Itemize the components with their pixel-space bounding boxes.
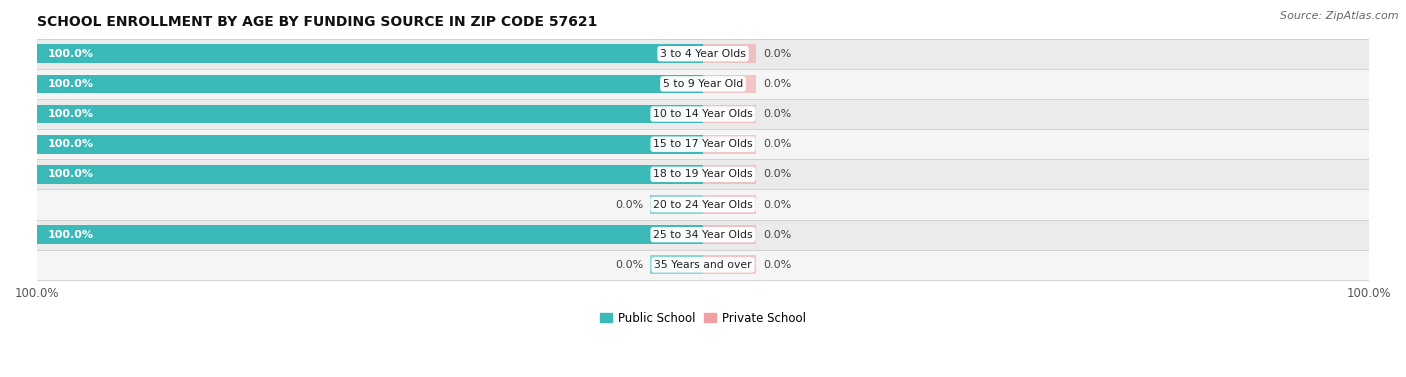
Bar bbox=[37, 165, 703, 184]
Text: 3 to 4 Year Olds: 3 to 4 Year Olds bbox=[659, 49, 747, 59]
Text: 100.0%: 100.0% bbox=[48, 109, 93, 119]
Text: 0.0%: 0.0% bbox=[614, 260, 643, 270]
Text: SCHOOL ENROLLMENT BY AGE BY FUNDING SOURCE IN ZIP CODE 57621: SCHOOL ENROLLMENT BY AGE BY FUNDING SOUR… bbox=[37, 15, 598, 29]
Text: 18 to 19 Year Olds: 18 to 19 Year Olds bbox=[654, 169, 752, 179]
Bar bbox=[37, 189, 1369, 219]
Legend: Public School, Private School: Public School, Private School bbox=[595, 307, 811, 329]
Text: 100.0%: 100.0% bbox=[48, 139, 93, 149]
Text: 20 to 24 Year Olds: 20 to 24 Year Olds bbox=[654, 199, 752, 210]
Bar bbox=[703, 225, 756, 244]
Bar bbox=[703, 44, 756, 63]
Bar bbox=[37, 69, 1369, 99]
Text: 100.0%: 100.0% bbox=[48, 230, 93, 240]
Bar bbox=[37, 99, 1369, 129]
Bar bbox=[37, 38, 1369, 69]
Text: 10 to 14 Year Olds: 10 to 14 Year Olds bbox=[654, 109, 752, 119]
Bar bbox=[703, 165, 756, 184]
Bar bbox=[703, 195, 756, 214]
Bar bbox=[37, 129, 1369, 159]
Bar bbox=[37, 135, 703, 153]
Bar bbox=[703, 256, 756, 274]
Text: 100.0%: 100.0% bbox=[48, 79, 93, 89]
Bar bbox=[37, 219, 1369, 250]
Bar bbox=[37, 44, 703, 63]
Text: Source: ZipAtlas.com: Source: ZipAtlas.com bbox=[1281, 11, 1399, 21]
Text: 0.0%: 0.0% bbox=[763, 260, 792, 270]
Text: 0.0%: 0.0% bbox=[763, 199, 792, 210]
Bar bbox=[37, 225, 703, 244]
Bar bbox=[650, 195, 703, 214]
Text: 0.0%: 0.0% bbox=[614, 199, 643, 210]
Bar bbox=[650, 256, 703, 274]
Text: 25 to 34 Year Olds: 25 to 34 Year Olds bbox=[654, 230, 752, 240]
Text: 0.0%: 0.0% bbox=[763, 230, 792, 240]
Text: 0.0%: 0.0% bbox=[763, 169, 792, 179]
Text: 5 to 9 Year Old: 5 to 9 Year Old bbox=[662, 79, 744, 89]
Bar bbox=[703, 105, 756, 123]
Text: 100.0%: 100.0% bbox=[48, 169, 93, 179]
Text: 0.0%: 0.0% bbox=[763, 139, 792, 149]
Bar bbox=[37, 105, 703, 123]
Text: 0.0%: 0.0% bbox=[763, 49, 792, 59]
Text: 15 to 17 Year Olds: 15 to 17 Year Olds bbox=[654, 139, 752, 149]
Text: 0.0%: 0.0% bbox=[763, 109, 792, 119]
Text: 35 Years and over: 35 Years and over bbox=[654, 260, 752, 270]
Bar bbox=[37, 159, 1369, 189]
Text: 0.0%: 0.0% bbox=[763, 79, 792, 89]
Bar bbox=[37, 250, 1369, 280]
Bar bbox=[703, 75, 756, 93]
Bar bbox=[703, 135, 756, 153]
Bar bbox=[37, 75, 703, 93]
Text: 100.0%: 100.0% bbox=[48, 49, 93, 59]
